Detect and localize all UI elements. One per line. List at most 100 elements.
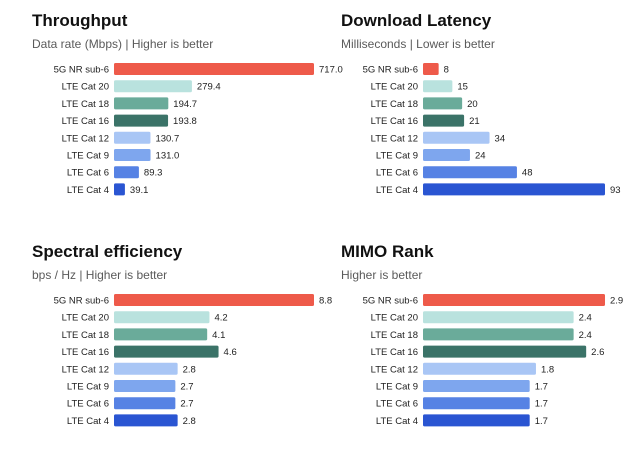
category-label-lte-cat-6: LTE Cat 6 (376, 399, 418, 410)
bar-lte-cat-6 (114, 166, 139, 179)
bar-lte-cat-6 (423, 166, 517, 179)
bar-lte-cat-18 (423, 97, 463, 110)
value-label-lte-cat-6: 2.7 (180, 399, 193, 410)
bar-5g-nr-sub-6 (114, 63, 314, 75)
category-label-lte-cat-12: LTE Cat 12 (62, 133, 109, 144)
value-label-lte-cat-12: 2.8 (183, 364, 196, 375)
value-label-lte-cat-16: 193.8 (173, 116, 197, 127)
category-label-lte-cat-20: LTE Cat 20 (62, 313, 109, 324)
bar-lte-cat-20 (114, 311, 210, 324)
category-label-lte-cat-9: LTE Cat 9 (376, 382, 418, 393)
bar-lte-cat-16 (114, 345, 219, 358)
bar-lte-cat-16 (423, 345, 587, 358)
panel-subtitle: Milliseconds | Lower is better (341, 37, 495, 51)
bar-lte-cat-20 (114, 80, 192, 93)
spectral-efficiency-panel: Spectral efficiency bps / Hz | Higher is… (32, 242, 332, 452)
category-label-lte-cat-12: LTE Cat 12 (371, 133, 418, 144)
bar-lte-cat-12 (423, 131, 490, 144)
value-label-lte-cat-20: 15 (457, 82, 468, 93)
value-label-lte-cat-20: 279.4 (197, 82, 221, 93)
bar-5g-nr-sub-6 (423, 294, 605, 306)
category-label-lte-cat-4: LTE Cat 4 (67, 185, 109, 196)
category-label-5g-nr-sub-6: 5G NR sub-6 (363, 296, 418, 307)
bar-lte-cat-9 (423, 380, 530, 392)
category-label-5g-nr-sub-6: 5G NR sub-6 (363, 65, 418, 76)
bar-lte-cat-20 (423, 311, 574, 324)
category-label-lte-cat-12: LTE Cat 12 (62, 364, 109, 375)
value-label-lte-cat-20: 2.4 (579, 313, 592, 324)
mimo-rank-bar-chart: 5G NR sub-6 2.9 LTE Cat 20 2.4 LTE Cat 18 2.4… (363, 294, 623, 427)
panel-subtitle: bps / Hz | Higher is better (32, 268, 168, 282)
category-label-lte-cat-6: LTE Cat 6 (67, 168, 109, 179)
value-label-lte-cat-16: 4.6 (224, 347, 237, 358)
value-label-lte-cat-4: 1.7 (535, 416, 548, 427)
value-label-lte-cat-9: 2.7 (180, 382, 193, 393)
bar-lte-cat-9 (114, 380, 176, 392)
bar-lte-cat-9 (114, 149, 151, 161)
value-label-lte-cat-4: 93 (610, 185, 621, 196)
panel-title: Spectral efficiency (32, 242, 183, 261)
panel-title: Throughput (32, 11, 128, 30)
value-label-lte-cat-12: 1.8 (541, 364, 554, 375)
category-label-lte-cat-9: LTE Cat 9 (376, 151, 418, 162)
category-label-lte-cat-12: LTE Cat 12 (371, 364, 418, 375)
value-label-lte-cat-12: 130.7 (155, 133, 179, 144)
download-latency-bar-chart: 5G NR sub-6 8 LTE Cat 20 15 LTE Cat 18 20 LTE … (363, 63, 621, 196)
value-label-lte-cat-16: 2.6 (591, 347, 604, 358)
bar-lte-cat-12 (423, 362, 536, 375)
bar-5g-nr-sub-6 (114, 294, 314, 306)
value-label-lte-cat-9: 24 (475, 151, 486, 162)
value-label-lte-cat-9: 1.7 (535, 382, 548, 393)
category-label-lte-cat-4: LTE Cat 4 (376, 185, 418, 196)
category-label-lte-cat-18: LTE Cat 18 (371, 330, 418, 341)
category-label-lte-cat-20: LTE Cat 20 (371, 313, 418, 324)
bar-lte-cat-18 (114, 328, 208, 341)
value-label-lte-cat-4: 39.1 (130, 185, 149, 196)
bar-lte-cat-4 (114, 414, 178, 427)
bar-lte-cat-16 (423, 114, 465, 127)
value-label-lte-cat-9: 131.0 (156, 151, 180, 162)
bar-5g-nr-sub-6 (423, 63, 439, 75)
value-label-lte-cat-20: 4.2 (214, 313, 227, 324)
mimo-rank-panel: MIMO Rank Higher is better 5G NR sub-6 2.… (341, 242, 640, 452)
download-latency-panel: Download Latency Milliseconds | Lower is… (341, 11, 640, 221)
value-label-lte-cat-12: 34 (495, 133, 506, 144)
bar-lte-cat-20 (423, 80, 453, 93)
category-label-lte-cat-6: LTE Cat 6 (67, 399, 109, 410)
category-label-lte-cat-9: LTE Cat 9 (67, 382, 109, 393)
panel-subtitle: Higher is better (341, 268, 423, 282)
value-label-5g-nr-sub-6: 717.0 (319, 65, 343, 76)
category-label-lte-cat-4: LTE Cat 4 (67, 416, 109, 427)
bar-lte-cat-6 (423, 397, 530, 410)
category-label-lte-cat-16: LTE Cat 16 (62, 347, 109, 358)
bar-lte-cat-4 (114, 183, 125, 196)
category-label-lte-cat-16: LTE Cat 16 (62, 116, 109, 127)
category-label-lte-cat-18: LTE Cat 18 (62, 99, 109, 110)
category-label-5g-nr-sub-6: 5G NR sub-6 (54, 296, 109, 307)
bar-lte-cat-9 (423, 149, 470, 161)
category-label-lte-cat-18: LTE Cat 18 (62, 330, 109, 341)
bar-lte-cat-12 (114, 362, 178, 375)
spectral-efficiency-bar-chart: 5G NR sub-6 8.8 LTE Cat 20 4.2 LTE Cat 18 4.1… (54, 294, 332, 427)
category-label-lte-cat-20: LTE Cat 20 (62, 82, 109, 93)
category-label-lte-cat-9: LTE Cat 9 (67, 151, 109, 162)
panel-title: Download Latency (341, 11, 492, 30)
category-label-lte-cat-16: LTE Cat 16 (371, 347, 418, 358)
panel-subtitle: Data rate (Mbps) | Higher is better (32, 37, 214, 51)
bar-lte-cat-4 (423, 414, 530, 427)
value-label-lte-cat-6: 48 (522, 168, 533, 179)
value-label-5g-nr-sub-6: 2.9 (610, 296, 623, 307)
value-label-lte-cat-6: 1.7 (535, 399, 548, 410)
value-label-5g-nr-sub-6: 8 (444, 65, 449, 76)
bar-lte-cat-18 (114, 97, 169, 110)
value-label-lte-cat-4: 2.8 (183, 416, 196, 427)
value-label-lte-cat-18: 20 (467, 99, 478, 110)
throughput-bar-chart: 5G NR sub-6 717.0 LTE Cat 20 279.4 LTE Cat 1… (54, 63, 343, 196)
category-label-lte-cat-20: LTE Cat 20 (371, 82, 418, 93)
category-label-lte-cat-4: LTE Cat 4 (376, 416, 418, 427)
bar-lte-cat-16 (114, 114, 169, 127)
value-label-lte-cat-18: 194.7 (173, 99, 197, 110)
category-label-lte-cat-18: LTE Cat 18 (371, 99, 418, 110)
category-label-lte-cat-6: LTE Cat 6 (376, 168, 418, 179)
bar-lte-cat-12 (114, 131, 151, 144)
